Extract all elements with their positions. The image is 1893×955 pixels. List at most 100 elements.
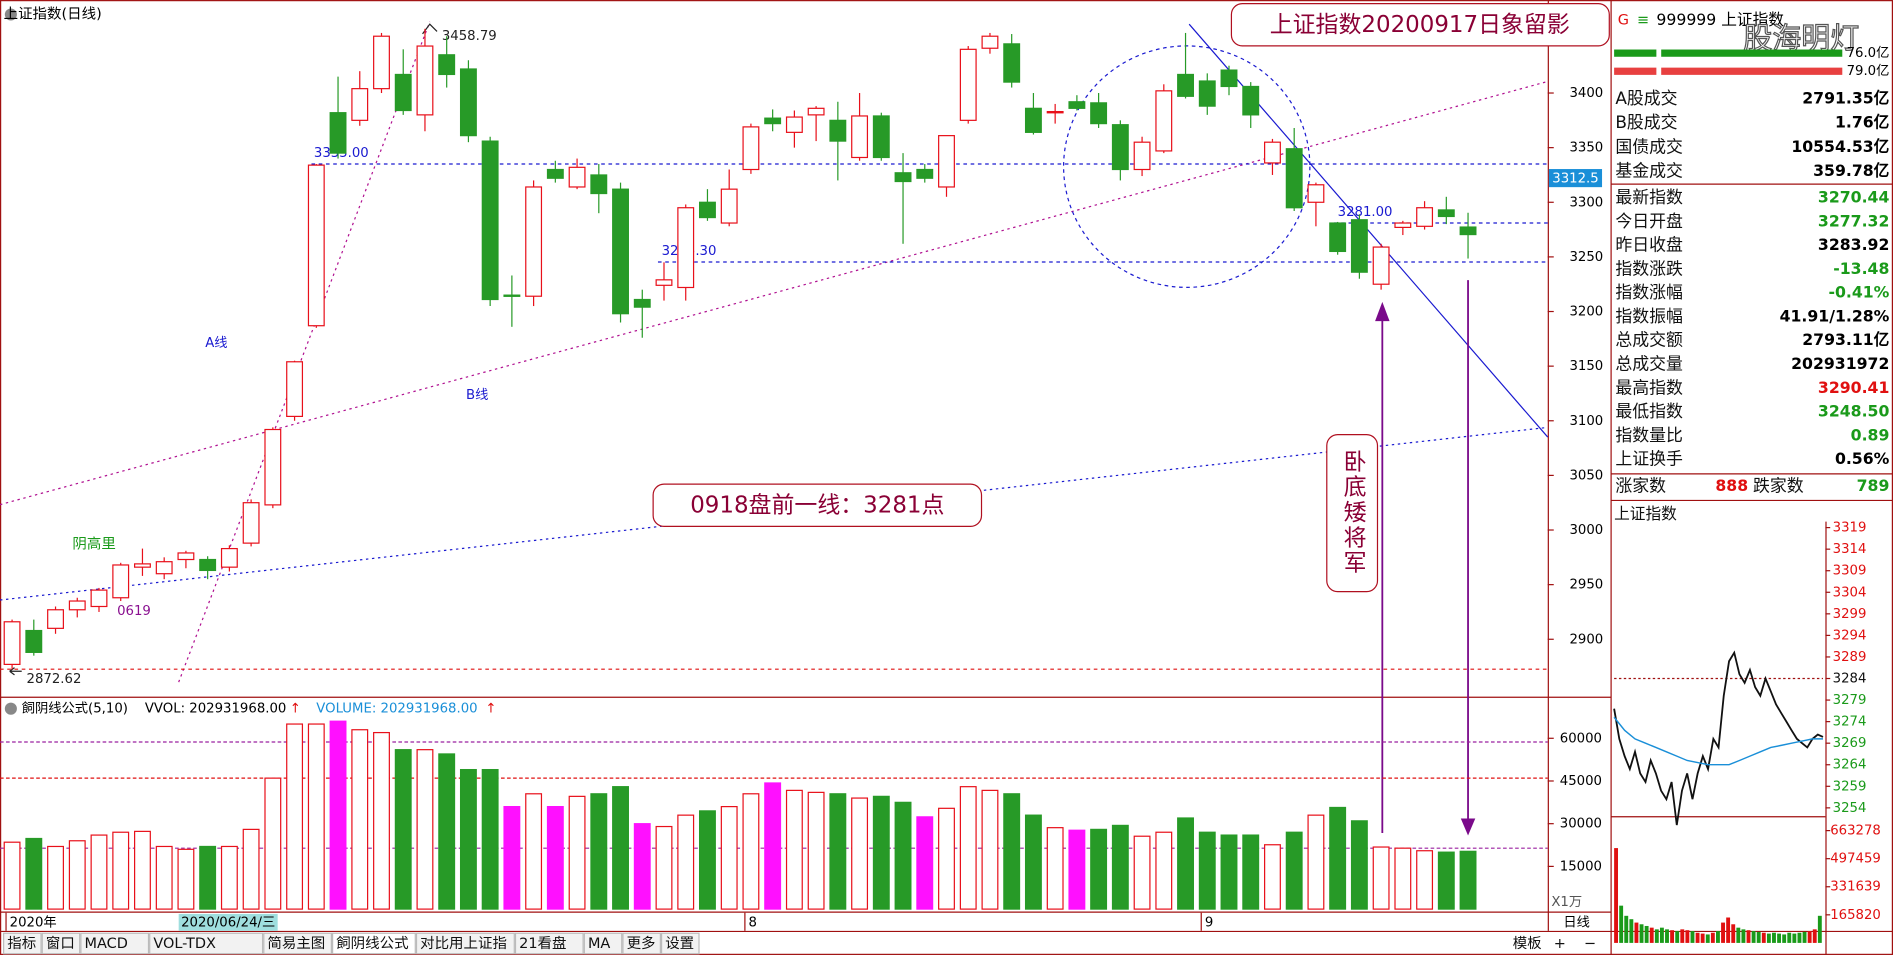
tab-bg[interactable] <box>3 932 42 955</box>
candle-body <box>503 294 521 297</box>
volume-bar <box>633 823 651 910</box>
tab[interactable]: 更多 <box>627 935 656 952</box>
tab-bg[interactable] <box>80 932 150 955</box>
tab-bg[interactable] <box>149 932 264 955</box>
y-tick-label: 3289 <box>1833 650 1867 665</box>
tab[interactable]: 对比用上证指 <box>420 935 507 952</box>
quote-value: -13.48 <box>1833 259 1889 278</box>
volume-bar <box>916 816 934 910</box>
y-tick-label: 3300 <box>1569 195 1603 210</box>
plots: 2900 2950 3000 3050 3100 3150 3200 3250 3300 3350… <box>0 28 1881 943</box>
quote-label: 总成交额 <box>1615 330 1683 350</box>
tab[interactable]: 简易主图 <box>267 935 325 952</box>
volume-bar <box>655 825 673 910</box>
minute-volume-bar <box>1710 932 1715 943</box>
chart-title: 上证指数(日线) <box>4 6 102 23</box>
tab-bg[interactable] <box>331 932 416 955</box>
candle-body <box>829 119 847 142</box>
quote-label: 今日开盘 <box>1615 211 1683 231</box>
tab[interactable]: 21看盘 <box>519 934 566 952</box>
candle-body <box>112 564 130 599</box>
minute-volume-bar <box>1726 917 1731 943</box>
candle-body <box>1264 141 1281 164</box>
candle-body <box>3 621 21 665</box>
decline-label: 跌家数 <box>1753 476 1804 496</box>
quote-value: 0.56% <box>1835 449 1890 468</box>
tab-bg[interactable] <box>514 932 584 955</box>
candle-body <box>720 188 738 224</box>
vvol-arrow: ↑ <box>290 702 301 717</box>
quote-value: 2791.35亿 <box>1802 89 1889 108</box>
volume-bar <box>286 723 304 910</box>
tab[interactable]: − <box>1584 936 1596 952</box>
volume-bar <box>242 828 260 910</box>
title-icon[interactable] <box>4 8 17 21</box>
tab[interactable]: + <box>1554 936 1566 952</box>
tab[interactable]: VOL-TDX <box>153 936 216 952</box>
volume-bar <box>872 795 890 910</box>
candle-body <box>438 54 456 76</box>
candle-body <box>1220 69 1238 88</box>
minute-title: 上证指数 <box>1614 504 1677 523</box>
candle-body <box>1459 226 1477 236</box>
y-tick-label: 3050 <box>1569 468 1603 483</box>
tab[interactable]: 窗口 <box>46 934 75 952</box>
tab[interactable]: MA <box>588 936 610 952</box>
circle <box>1063 45 1311 288</box>
y-tick-label: 663278 <box>1830 824 1881 839</box>
volume-bar <box>47 845 64 910</box>
quote-value: 41.91/1.28% <box>1780 306 1890 325</box>
candle-body <box>764 117 782 125</box>
volume-bar <box>1177 817 1194 910</box>
yin-label: 阴高里 <box>72 536 115 553</box>
tab[interactable]: 模板 <box>1513 934 1542 952</box>
minute-volume-bar <box>1736 927 1741 943</box>
tab[interactable]: 飼阴线公式 <box>336 935 408 952</box>
quote-value: 10554.53亿 <box>1791 137 1889 156</box>
tab-bg[interactable] <box>660 932 700 955</box>
candle-body <box>1285 148 1303 209</box>
volume-bar <box>1046 827 1064 910</box>
y-tick-label: 3150 <box>1569 359 1603 374</box>
volume-bar <box>1416 850 1434 910</box>
minute-volume-bar <box>1756 931 1761 943</box>
sell-bar <box>1661 67 1843 75</box>
minute-volume-bar <box>1721 922 1725 943</box>
volume-bar <box>1437 851 1455 910</box>
volume-bar <box>1242 834 1260 910</box>
y-tick-label: 2950 <box>1569 578 1603 593</box>
candle-body <box>894 172 912 183</box>
menu[interactable]: ≡ <box>1637 13 1649 29</box>
tab-bg[interactable] <box>622 932 661 955</box>
y-tick-label: 60000 <box>1560 731 1602 746</box>
minute-volume-bar <box>1619 905 1624 943</box>
minute-volume-bar <box>1751 931 1756 943</box>
tab[interactable]: 设置 <box>665 935 694 952</box>
candle-body <box>155 561 173 575</box>
volume-bar <box>134 830 151 910</box>
tab-bg[interactable] <box>263 932 332 955</box>
volume-bar <box>459 768 477 910</box>
decline: 789 <box>1857 476 1890 495</box>
candle-body <box>612 188 629 315</box>
candle-body <box>872 115 890 159</box>
volume-bar <box>1220 834 1238 910</box>
volume-bar <box>3 841 21 910</box>
buy-bar <box>1614 49 1657 57</box>
tab[interactable]: MACD <box>85 936 128 952</box>
x-tick-label: 8 <box>749 915 757 930</box>
tab[interactable]: 指标 <box>7 935 36 952</box>
tab-bg[interactable] <box>583 932 623 955</box>
level-label: 2872.62 <box>27 672 82 687</box>
tab-bg[interactable] <box>41 932 81 955</box>
b-line-label: B线 <box>466 387 488 403</box>
candle-body <box>916 168 934 179</box>
volume-bar <box>438 753 456 910</box>
candle-body <box>1198 80 1216 107</box>
candle-body <box>1416 207 1434 227</box>
minute-volume-bar <box>1802 931 1807 943</box>
tab-bg[interactable] <box>415 932 515 955</box>
volume-icon[interactable] <box>4 702 17 715</box>
quote-label: 最低指数 <box>1615 401 1683 421</box>
